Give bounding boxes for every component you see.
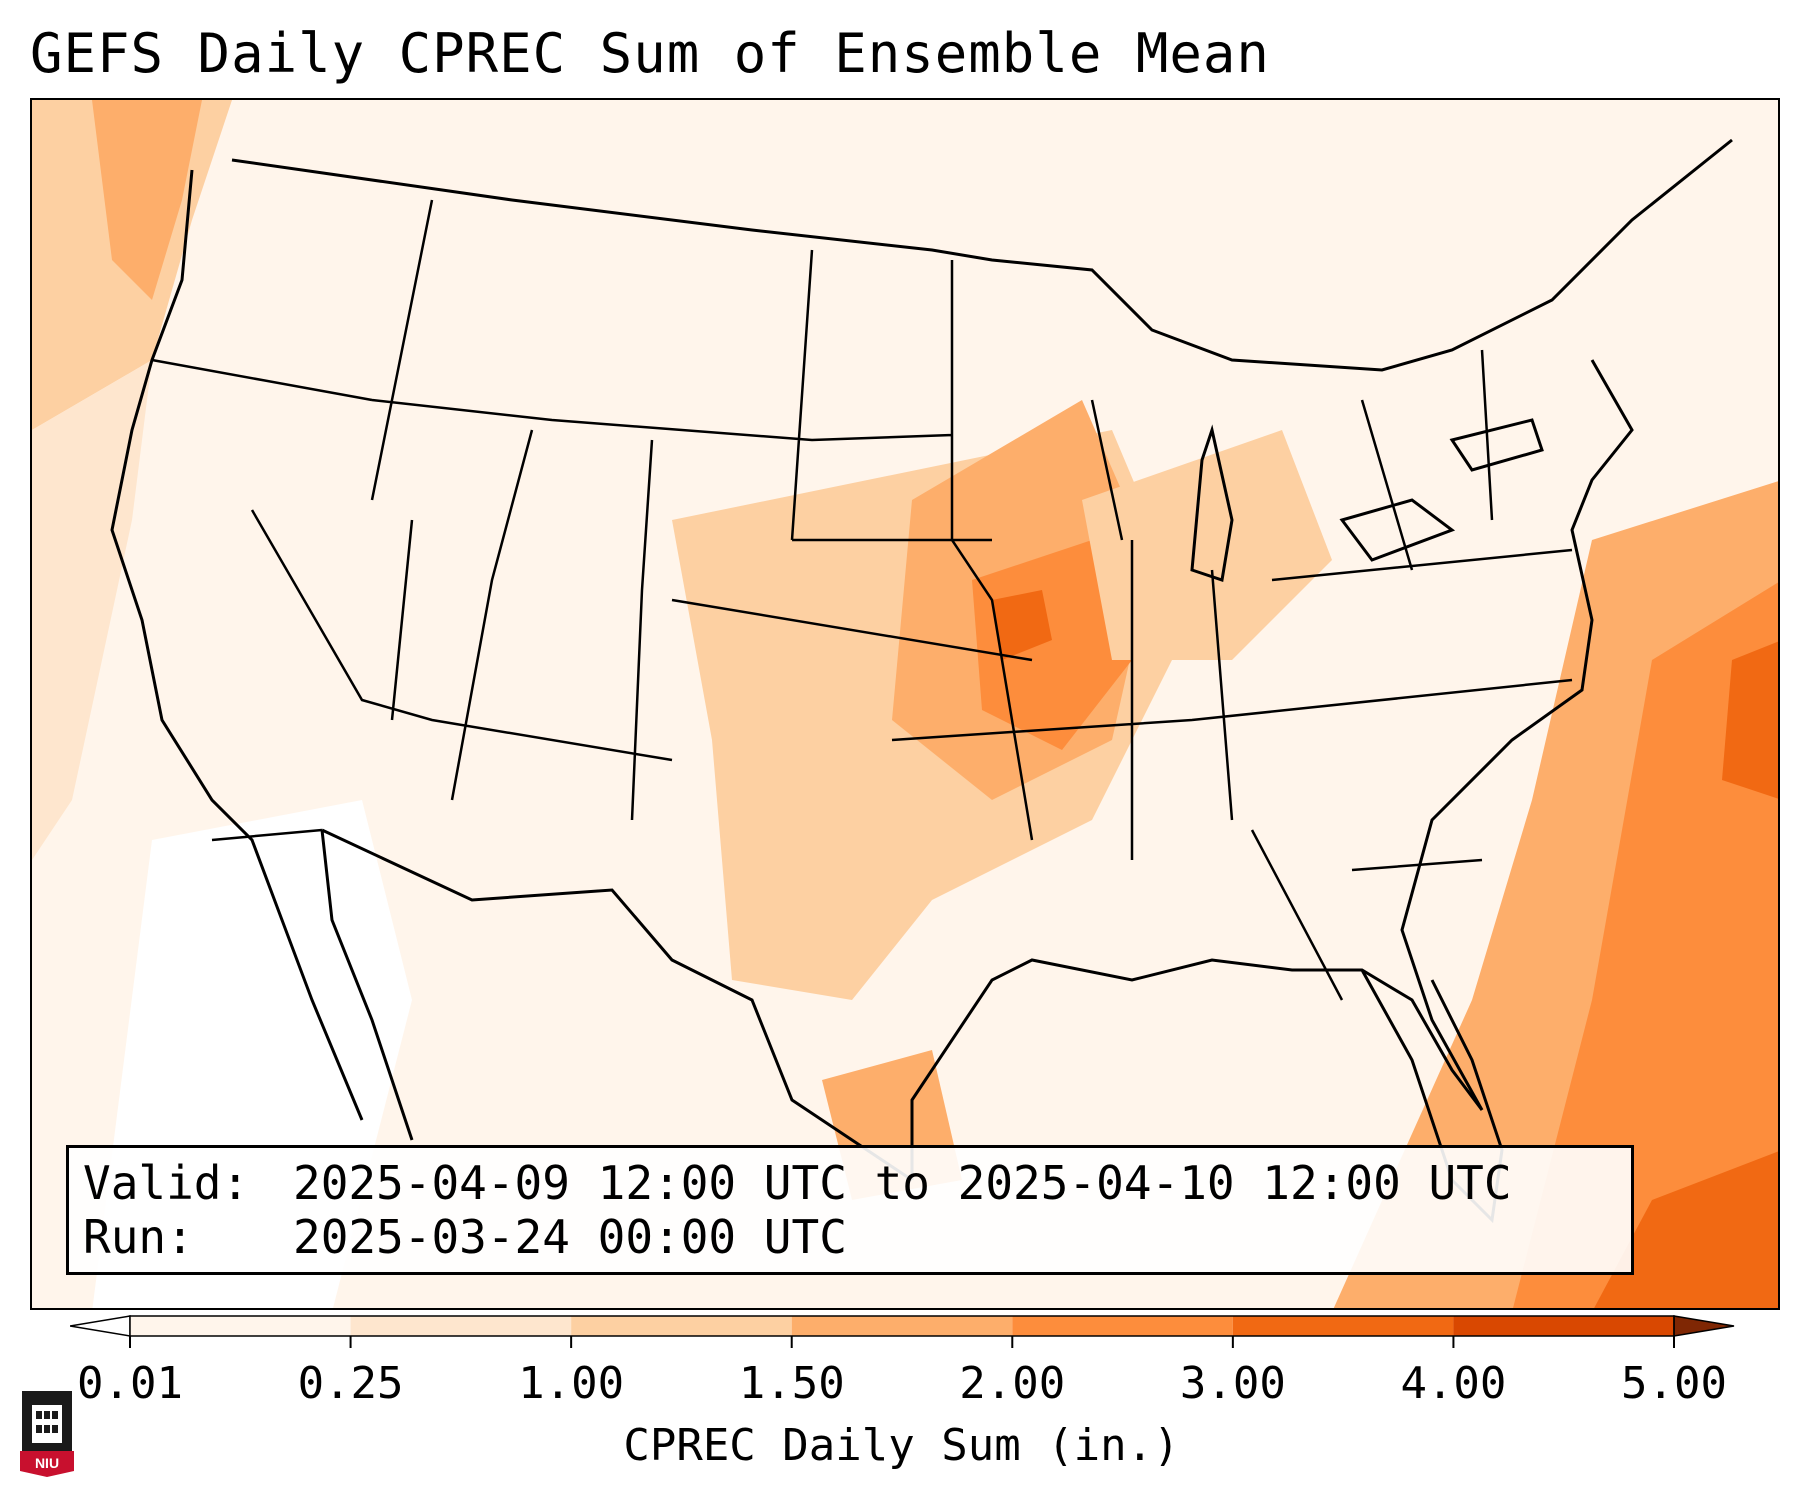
colorbar-ticks bbox=[129, 1336, 1675, 1348]
run-value: 2025-03-24 00:00 UTC bbox=[293, 1210, 847, 1264]
colorbar-tick-label: 1.00 bbox=[518, 1358, 625, 1409]
valid-value: 2025-04-09 12:00 UTC to 2025-04-10 12:00… bbox=[293, 1156, 1512, 1210]
baja-coast bbox=[320, 829, 414, 1141]
lake-erie-ontario bbox=[1339, 418, 1544, 562]
colorbar-tick-label: 5.00 bbox=[1621, 1358, 1727, 1409]
us-east-coast bbox=[1400, 359, 1634, 1111]
colorbar-tick-label: 0.01 bbox=[77, 1358, 183, 1409]
map-title: GEFS Daily CPREC Sum of Ensemble Mean bbox=[30, 22, 1270, 85]
colorbar-tick-label: 3.00 bbox=[1179, 1358, 1286, 1409]
run-label: Run: bbox=[83, 1210, 194, 1264]
mexico-border bbox=[321, 828, 913, 1182]
canada-border bbox=[231, 138, 1733, 372]
colorbar-title: CPREC Daily Sum (in.) bbox=[623, 1420, 1180, 1471]
colorbar-outline bbox=[129, 1315, 1675, 1337]
valid-label: Valid: bbox=[83, 1156, 250, 1210]
colorbar-extend-over bbox=[1673, 1315, 1735, 1337]
logo-text: NIU bbox=[35, 1455, 59, 1471]
us-west-coast bbox=[110, 169, 364, 1121]
colorbar-tick-label: 1.50 bbox=[738, 1358, 845, 1409]
colorbar-segment bbox=[1012, 1316, 1233, 1336]
colorbar-segment bbox=[130, 1316, 351, 1336]
map-canvas bbox=[32, 100, 1778, 1308]
logo-banner bbox=[20, 1451, 74, 1477]
logo-building bbox=[32, 1405, 62, 1443]
colorbar-segment bbox=[1232, 1316, 1454, 1336]
niu-logo: NIU bbox=[20, 1391, 74, 1477]
gulf-coast bbox=[910, 958, 1484, 1180]
colorbar-segment bbox=[1453, 1316, 1674, 1336]
colorbar-segment bbox=[791, 1316, 1013, 1336]
boundaries bbox=[110, 138, 1733, 1224]
colorbar bbox=[70, 1315, 1735, 1348]
lake-michigan bbox=[1190, 424, 1234, 582]
precipitation-map bbox=[30, 98, 1780, 1310]
colorbar-segment bbox=[350, 1316, 572, 1336]
valid-run-infobox: Valid: 2025-04-09 12:00 UTC to 2025-04-10… bbox=[66, 1145, 1634, 1275]
colorbar-tick-label: 2.00 bbox=[959, 1358, 1066, 1409]
colorbar-extend-under bbox=[70, 1315, 131, 1337]
precip-field bbox=[32, 100, 1778, 1308]
colorbar-tick-label: 0.25 bbox=[297, 1358, 404, 1409]
colorbar-segment bbox=[571, 1316, 792, 1336]
colorbar-segments bbox=[70, 1315, 1735, 1337]
state-lines bbox=[151, 199, 1573, 1001]
colorbar-tick-label: 4.00 bbox=[1400, 1358, 1507, 1409]
